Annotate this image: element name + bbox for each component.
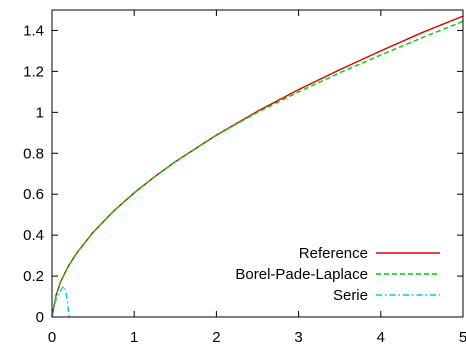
axis-ticks: 0 1 2 3 4 5 0 0.2 0.4 0.6 0.8 1 1.2 1.4 bbox=[23, 10, 466, 346]
y-tick-label-1: 0.2 bbox=[23, 268, 44, 285]
plot-series bbox=[51, 15, 464, 318]
y-tick-label-6: 1.2 bbox=[23, 63, 44, 80]
legend: Reference Borel-Pade-Laplace Serie bbox=[235, 245, 440, 304]
x-tick-label-4: 4 bbox=[377, 329, 385, 346]
y-tick-label-5: 1 bbox=[36, 104, 44, 121]
x-tick-label-2: 2 bbox=[212, 329, 220, 346]
legend-label-2: Serie bbox=[333, 287, 368, 304]
legend-label-0: Reference bbox=[299, 245, 368, 262]
series-line-borel-pade-laplace bbox=[51, 20, 464, 318]
x-tick-label-5: 5 bbox=[459, 329, 466, 346]
plot-frame bbox=[51, 9, 464, 318]
legend-label-1: Borel-Pade-Laplace bbox=[235, 266, 368, 283]
y-tick-label-7: 1.4 bbox=[23, 22, 44, 39]
series-line-serie bbox=[51, 285, 70, 318]
y-tick-label-3: 0.6 bbox=[23, 186, 44, 203]
x-tick-label-3: 3 bbox=[294, 329, 302, 346]
y-tick-label-4: 0.8 bbox=[23, 145, 44, 162]
x-tick-label-0: 0 bbox=[48, 329, 56, 346]
y-tick-label-0: 0 bbox=[36, 309, 44, 326]
y-tick-label-2: 0.4 bbox=[23, 227, 44, 244]
x-tick-label-1: 1 bbox=[130, 329, 138, 346]
